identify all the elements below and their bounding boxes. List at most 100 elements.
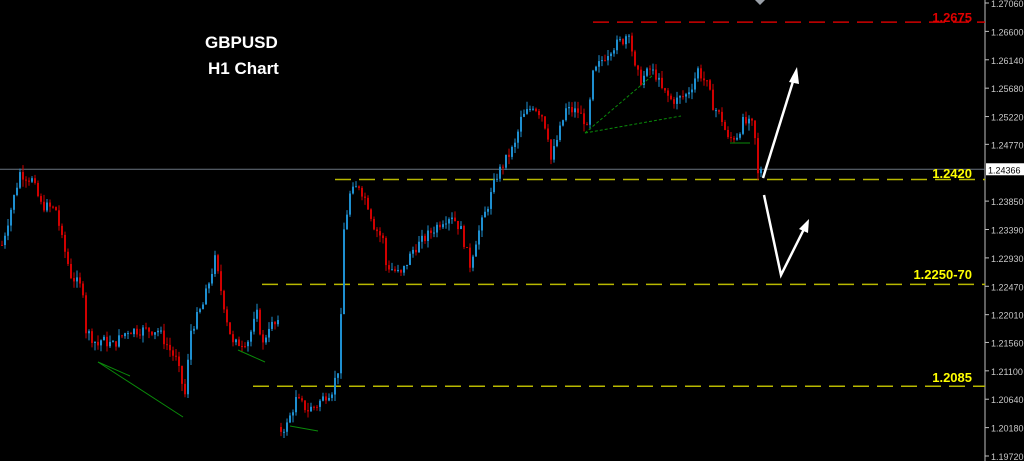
candle-body	[727, 129, 729, 138]
candle-body	[601, 60, 603, 62]
candle-body	[82, 283, 84, 296]
candle-body	[712, 89, 714, 111]
candle-body	[556, 139, 558, 147]
candle-body	[688, 92, 690, 95]
candle-body	[319, 400, 321, 407]
candle-body	[475, 244, 477, 257]
candle-body	[598, 61, 600, 67]
candle-body	[586, 124, 588, 126]
candle-body	[652, 69, 654, 71]
candle-body	[331, 394, 333, 398]
candle-body	[415, 249, 417, 253]
candle-body	[250, 331, 252, 342]
candle-body	[742, 116, 744, 134]
candle-body	[175, 355, 177, 357]
candle-body	[628, 35, 630, 37]
candle-body	[595, 66, 597, 71]
candle-body	[208, 283, 210, 289]
candle-body	[616, 39, 618, 51]
candle-body	[271, 321, 273, 329]
candle-body	[43, 201, 45, 211]
candle-body	[748, 118, 750, 124]
current-price-box	[986, 163, 1024, 176]
candle-body	[88, 331, 90, 334]
y-tick-label: 1.26600	[991, 27, 1024, 37]
candle-body	[502, 166, 504, 168]
candle-body	[238, 339, 240, 347]
candle-body	[442, 224, 444, 228]
candle-body	[127, 333, 129, 335]
candle-body	[1, 244, 3, 246]
candle-body	[580, 112, 582, 114]
candle-body	[79, 277, 81, 284]
chart-shift-marker-icon	[755, 0, 765, 5]
candle-body	[334, 377, 336, 395]
candle-body	[283, 431, 285, 433]
candle-body	[22, 172, 24, 180]
candle-body	[658, 77, 660, 80]
candle-body	[562, 120, 564, 126]
candle-body	[118, 335, 120, 347]
candle-body	[733, 137, 735, 140]
candle-body	[121, 335, 123, 337]
candle-body	[649, 68, 651, 70]
candle-body	[40, 196, 42, 202]
candle-body	[577, 108, 579, 113]
candle-body	[643, 75, 645, 85]
candle-body	[568, 107, 570, 109]
candle-body	[211, 273, 213, 284]
candle-body	[295, 397, 297, 413]
candle-body	[451, 217, 453, 220]
candle-body	[73, 278, 75, 282]
candle-body	[85, 295, 87, 334]
candle-body	[433, 232, 435, 234]
candle-body	[364, 196, 366, 198]
candle-body	[343, 229, 345, 315]
candle-body	[736, 137, 738, 140]
candle-body	[664, 88, 666, 91]
candle-body	[115, 341, 117, 347]
candle-body	[235, 339, 237, 343]
candle-body	[166, 344, 168, 346]
candle-body	[565, 108, 567, 121]
candle-body	[592, 70, 594, 100]
candle-body	[610, 53, 612, 57]
candle-body	[499, 166, 501, 179]
candle-body	[259, 309, 261, 335]
candle-body	[745, 116, 747, 124]
candle-body	[718, 110, 720, 112]
candle-body	[193, 328, 195, 331]
arrowhead-icon	[799, 219, 809, 233]
candle-body	[355, 186, 357, 188]
candle-body	[145, 327, 147, 329]
candle-body	[667, 90, 669, 96]
y-tick-label: 1.20640	[991, 395, 1024, 405]
candle-body	[496, 178, 498, 180]
candle-body	[493, 179, 495, 193]
y-tick-label: 1.26140	[991, 56, 1024, 66]
candle-body	[373, 218, 375, 230]
candle-body	[589, 99, 591, 125]
candle-body	[529, 108, 531, 110]
candle-body	[604, 60, 606, 62]
candle-body	[379, 231, 381, 236]
candle-body	[313, 406, 315, 408]
candle-body	[205, 288, 207, 305]
candle-body	[544, 116, 546, 129]
candle-body	[7, 225, 9, 236]
candle-body	[34, 178, 36, 183]
candle-body	[439, 224, 441, 228]
candle-body	[232, 334, 234, 343]
candle-body	[328, 397, 330, 401]
candle-body	[430, 230, 432, 233]
candle-body	[184, 383, 186, 395]
candle-body	[55, 207, 57, 211]
candle-body	[388, 265, 390, 270]
candle-body	[424, 235, 426, 242]
candle-body	[226, 309, 228, 323]
candle-body	[304, 400, 306, 411]
candle-body	[157, 330, 159, 333]
candle-body	[421, 235, 423, 242]
candle-body	[349, 193, 351, 215]
